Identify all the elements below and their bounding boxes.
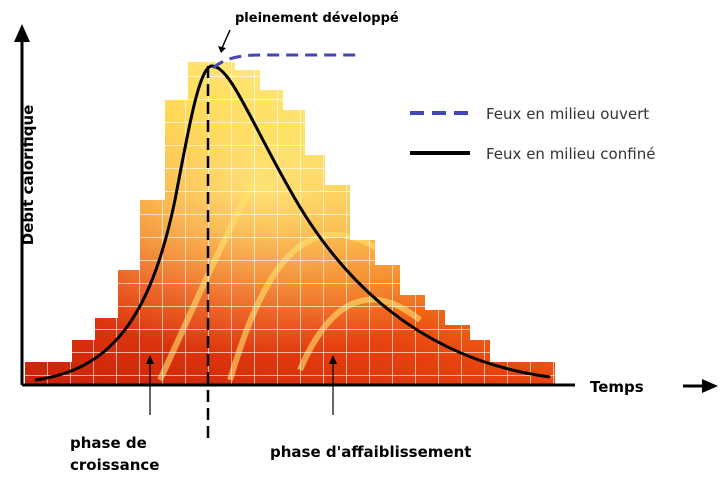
legend-entry: Feux en milieu ouvert: [486, 105, 649, 123]
confined-fire-curve: [34, 64, 551, 382]
open-fire-curve: [212, 53, 356, 70]
annotation-arrowhead: [218, 46, 226, 53]
phase-label: phase d'affaiblissement: [270, 443, 471, 461]
annotation: pleinement développé: [235, 11, 399, 26]
fire-histogram: [25, 62, 555, 385]
phase-label: croissance: [70, 456, 159, 474]
x-arrow: [702, 379, 718, 393]
x-axis-label: Temps: [590, 378, 644, 396]
y-arrow: [14, 24, 30, 42]
growth-arrowhead: [146, 355, 154, 364]
decay-arrowhead: [329, 355, 337, 364]
annotation-arrow: [221, 29, 231, 49]
y-axis-label: Débit calorifique: [19, 105, 37, 246]
phase-label: phase de: [70, 434, 147, 452]
legend-entry: Feux en milieu confiné: [486, 145, 655, 163]
